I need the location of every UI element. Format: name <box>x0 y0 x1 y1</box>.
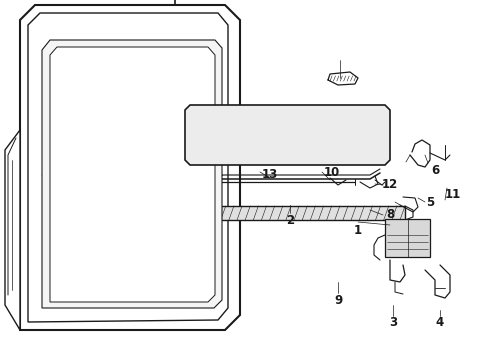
Polygon shape <box>20 5 240 330</box>
Polygon shape <box>42 40 222 308</box>
Polygon shape <box>50 47 215 302</box>
Text: 11: 11 <box>445 189 461 202</box>
Text: 7: 7 <box>163 225 171 238</box>
Bar <box>175 206 405 220</box>
Circle shape <box>162 187 172 197</box>
Text: 15: 15 <box>99 185 115 198</box>
Polygon shape <box>28 13 228 322</box>
Text: 3: 3 <box>389 316 397 329</box>
Text: 9: 9 <box>334 293 342 306</box>
Text: 1: 1 <box>354 224 362 237</box>
Circle shape <box>157 182 177 202</box>
Text: 2: 2 <box>286 213 294 226</box>
Text: 13: 13 <box>262 168 278 181</box>
Bar <box>385 219 430 257</box>
Bar <box>198 162 212 172</box>
Text: 6: 6 <box>431 163 439 176</box>
Bar <box>285 113 330 157</box>
Polygon shape <box>185 105 390 165</box>
Text: 4: 4 <box>436 316 444 329</box>
Text: 16: 16 <box>177 168 193 181</box>
Polygon shape <box>5 130 20 330</box>
Text: 8: 8 <box>386 208 394 221</box>
Circle shape <box>189 167 197 175</box>
Text: 14: 14 <box>190 179 206 192</box>
Text: 10: 10 <box>324 166 340 179</box>
Text: 12: 12 <box>382 179 398 192</box>
Text: 5: 5 <box>426 195 434 208</box>
